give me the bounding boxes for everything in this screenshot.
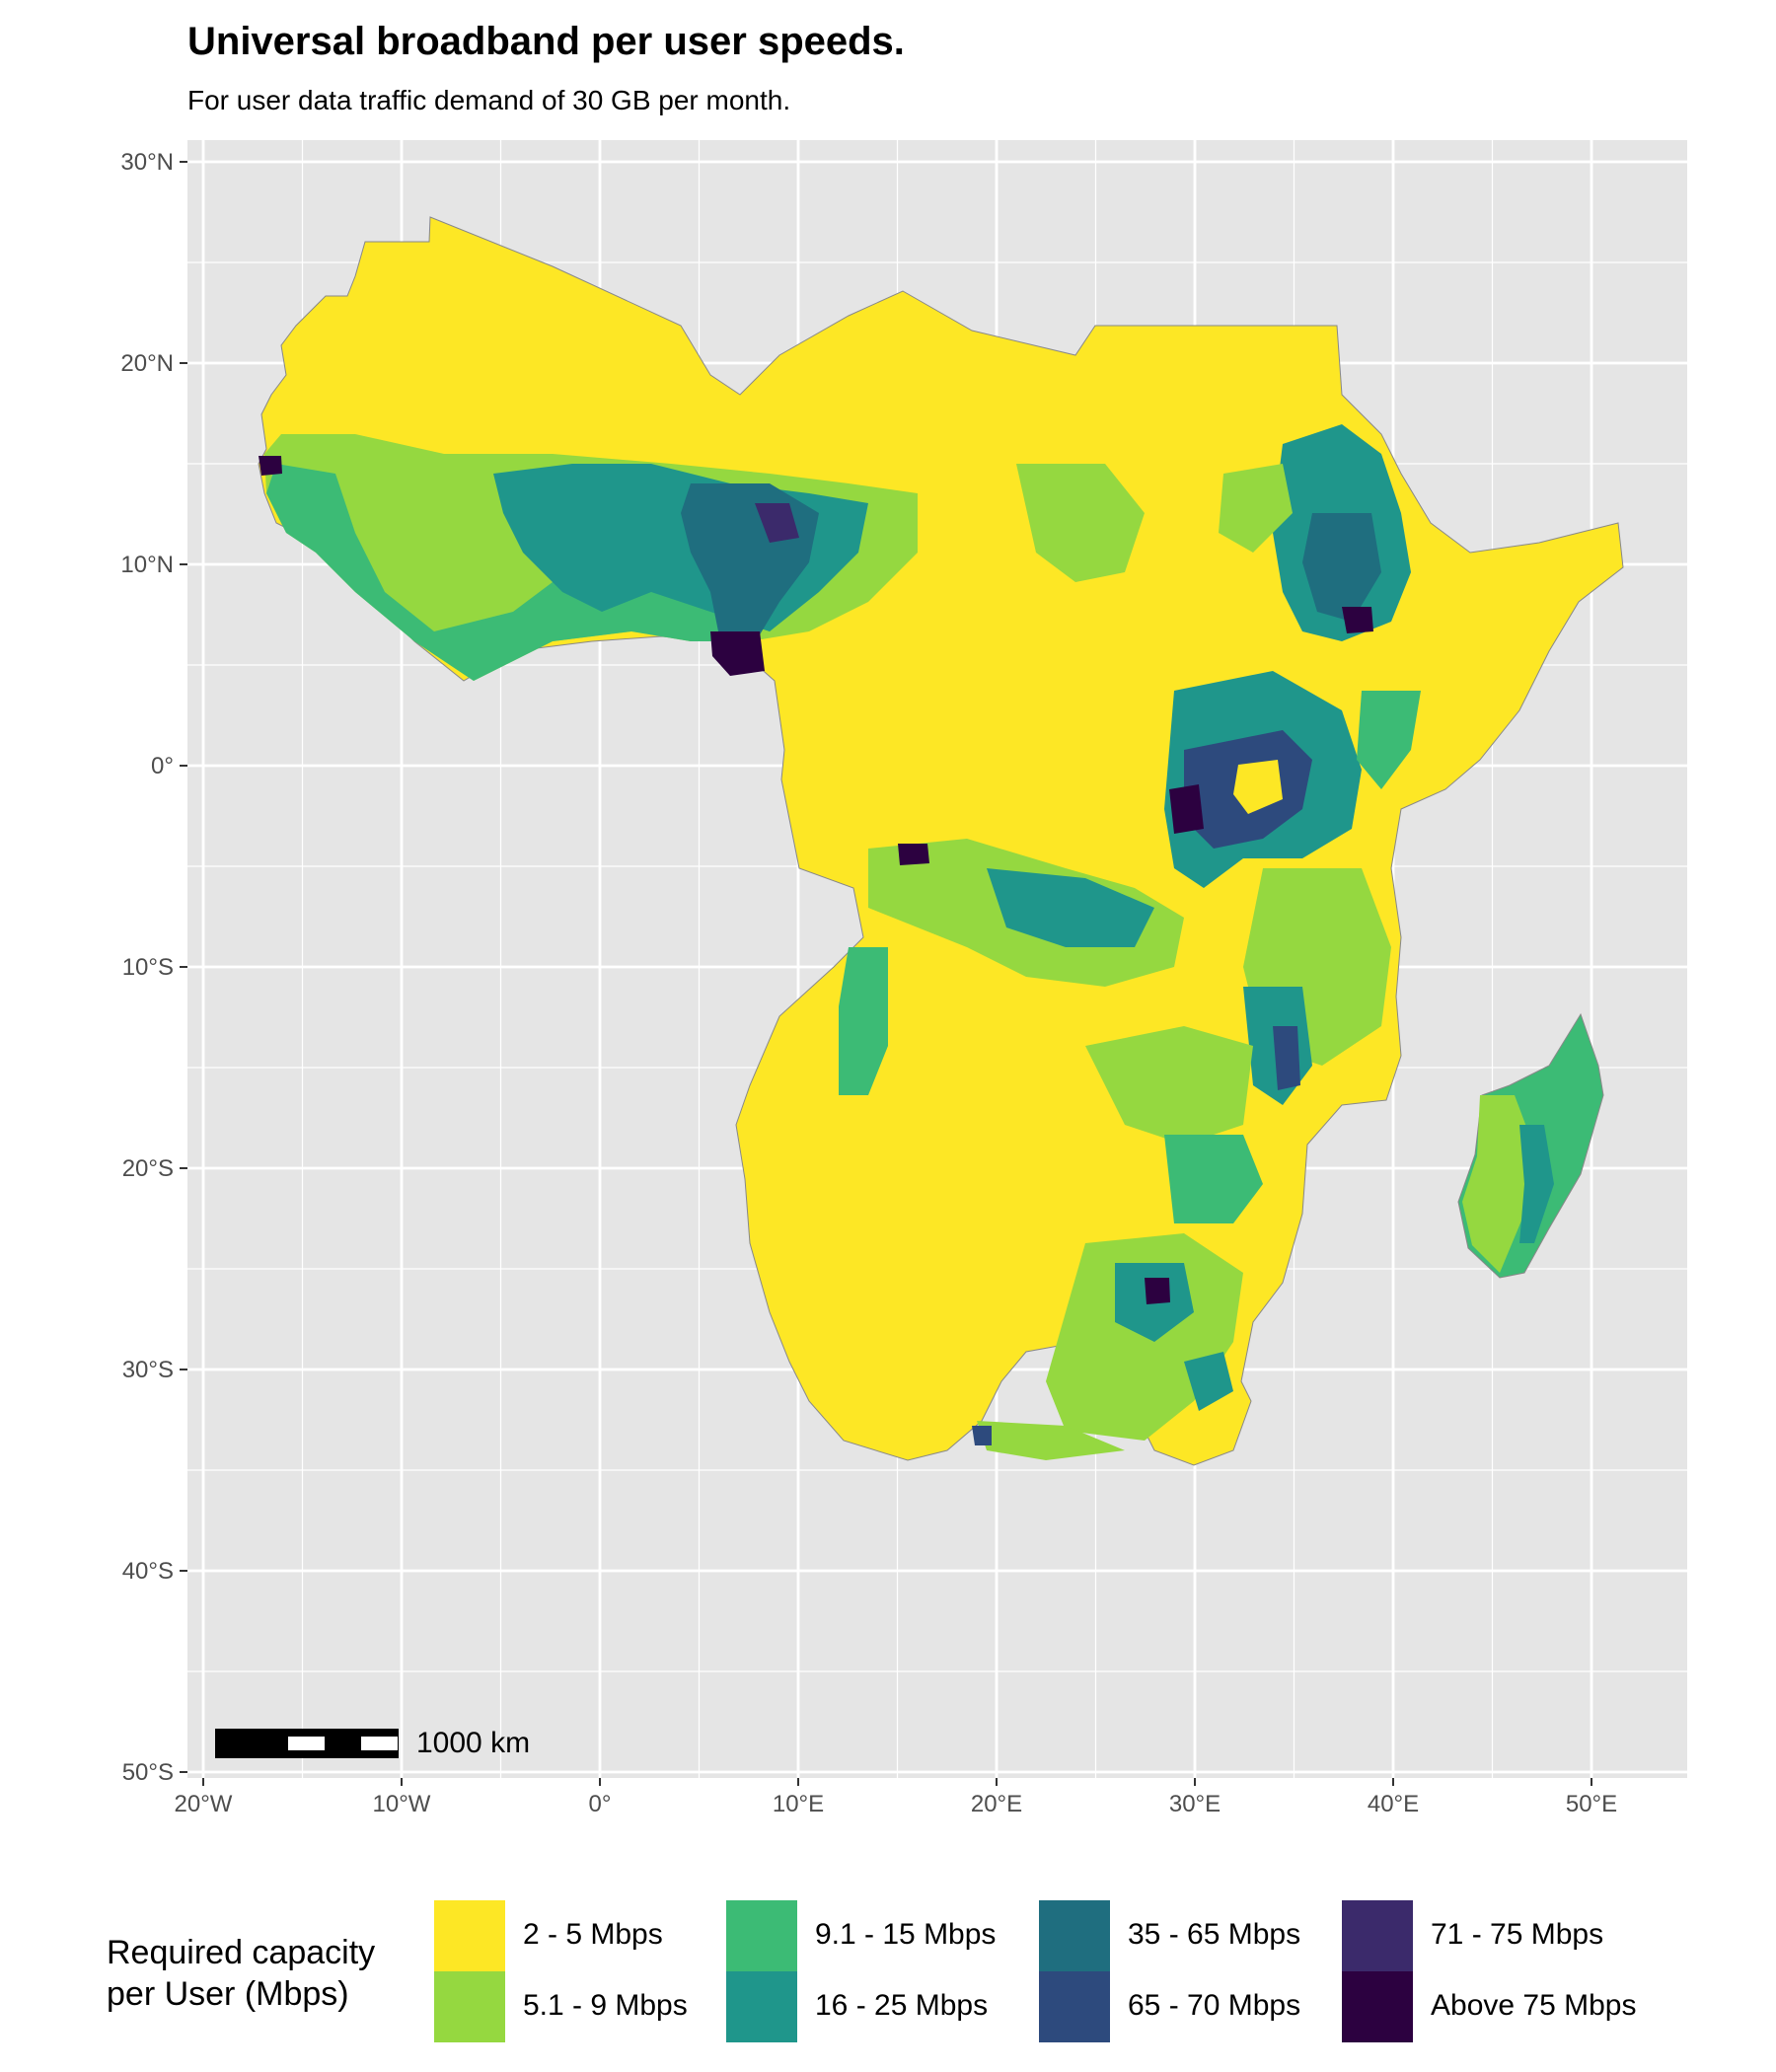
legend-title: Required capacity per User (Mbps) <box>107 1932 442 2015</box>
legend-label: Above 75 Mbps <box>1431 1989 1637 2022</box>
lat-tick-label: 40°S <box>122 1558 174 1585</box>
legend-key <box>1342 1971 1413 2042</box>
lat-tick-label: 30°S <box>122 1357 174 1383</box>
legend-label: 71 - 75 Mbps <box>1431 1918 1604 1951</box>
lon-tick-label: 10°E <box>773 1791 824 1817</box>
lon-tick-label: 20°E <box>971 1791 1022 1817</box>
cape-town-dark <box>972 1426 992 1445</box>
johannesburg-dark <box>1145 1278 1170 1304</box>
lagos-dark <box>710 631 765 676</box>
lon-tick-label: 30°E <box>1169 1791 1221 1817</box>
lon-tick-label: 20°W <box>175 1791 233 1817</box>
scalebar-segment <box>361 1737 398 1750</box>
lake-victoria <box>1233 760 1283 814</box>
kano-dark <box>755 503 799 543</box>
cape-green <box>977 1421 1125 1460</box>
scalebar <box>215 1729 399 1758</box>
lon-tick-label: 10°W <box>373 1791 431 1817</box>
page-title: Universal broadband per user speeds. <box>187 20 905 63</box>
lat-tick-label: 10°N <box>120 552 174 578</box>
lat-tick-label: 50°S <box>122 1759 174 1786</box>
scalebar-label: 1000 km <box>416 1727 531 1759</box>
sudan-green <box>1016 464 1145 582</box>
lon-tick-label: 0° <box>589 1791 612 1817</box>
lat-tick-label: 0° <box>151 753 174 779</box>
legend-key <box>1039 1900 1110 1971</box>
lat-tick-label: 20°N <box>120 350 174 377</box>
legend-title-line2: per User (Mbps) <box>107 1975 349 2013</box>
legend-title-line1: Required capacity <box>107 1934 376 1971</box>
lon-tick-label: 50°E <box>1566 1791 1617 1817</box>
legend-key <box>1342 1900 1413 1971</box>
legend-key <box>726 1900 797 1971</box>
scalebar-segment <box>252 1737 288 1750</box>
eritrea-green <box>1219 464 1293 553</box>
durban-teal <box>1184 1352 1233 1411</box>
legend-key <box>434 1900 505 1971</box>
lat-tick-label: 10°S <box>122 954 174 981</box>
angola-coast-green <box>839 947 888 1095</box>
legend-key <box>434 1971 505 2042</box>
zambia-green <box>1085 1026 1253 1145</box>
madagascar-highland-region <box>1519 1125 1554 1243</box>
page-subtitle: For user data traffic demand of 30 GB pe… <box>187 85 791 115</box>
legend-label: 16 - 25 Mbps <box>815 1989 989 2022</box>
senegal-dark <box>259 456 282 476</box>
legend-label: 2 - 5 Mbps <box>523 1918 663 1951</box>
legend-label: 5.1 - 9 Mbps <box>523 1989 688 2022</box>
ethiopia-highland-dark <box>1302 513 1381 622</box>
west-africa-coastal-green <box>266 464 770 681</box>
lon-tick-label: 40°E <box>1368 1791 1419 1817</box>
legend-key <box>726 1971 797 2042</box>
kenya-green <box>1357 691 1421 789</box>
kinshasa-dark <box>898 844 929 865</box>
legend-label: 9.1 - 15 Mbps <box>815 1918 997 1951</box>
madagascar-west-region <box>1462 1095 1529 1273</box>
scalebar-segment <box>288 1737 325 1750</box>
legend-key <box>1039 1971 1110 2042</box>
scalebar-segment <box>325 1737 361 1750</box>
lat-tick-label: 30°N <box>120 149 174 176</box>
rwanda-burundi-dark <box>1169 784 1204 834</box>
addis-ababa-dark <box>1342 607 1373 633</box>
legend-label: 65 - 70 Mbps <box>1128 1989 1301 2022</box>
lat-tick-label: 20°S <box>122 1155 174 1182</box>
congo-teal <box>987 868 1154 947</box>
legend-label: 35 - 65 Mbps <box>1128 1918 1301 1951</box>
zimbabwe-green <box>1164 1135 1263 1223</box>
malawi-dark <box>1273 1026 1300 1090</box>
